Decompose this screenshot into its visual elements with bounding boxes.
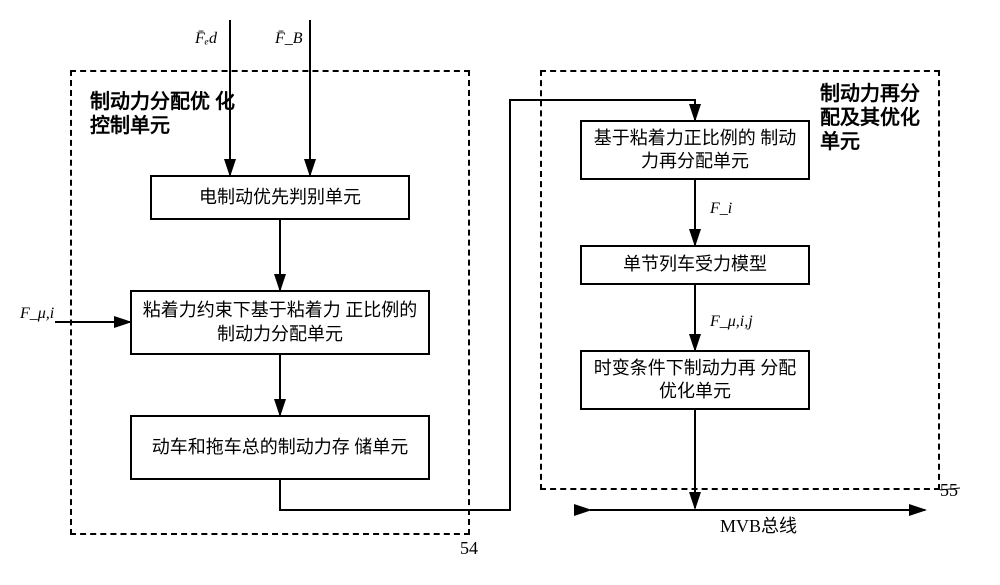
edge-label-fi: F_i xyxy=(710,200,732,218)
edge-label-fuij: F_μ,i,j xyxy=(710,313,753,331)
right-group-title: 制动力再分 配及其优化 单元 xyxy=(820,82,940,154)
input-left-side: F_μ,i xyxy=(20,305,54,323)
left-group-title: 制动力分配优 化控制单元 xyxy=(90,90,240,138)
ref-55: 55 xyxy=(940,480,958,501)
diagram-root: 制动力分配优 化控制单元 电制动优先判别单元 粘着力约束下基于粘着力 正比例的制… xyxy=(20,20,980,575)
input-top-left: F̄ₑd xyxy=(195,30,217,48)
ref-54: 54 xyxy=(460,538,478,559)
mvb-label: MVB总线 xyxy=(720,512,797,538)
right-box-1: 基于粘着力正比例的 制动力再分配单元 xyxy=(580,120,810,180)
input-top-right: F̄_B xyxy=(275,30,303,48)
left-box-1: 电制动优先判别单元 xyxy=(150,175,410,220)
left-box-2: 粘着力约束下基于粘着力 正比例的制动力分配单元 xyxy=(130,290,430,355)
right-box-3: 时变条件下制动力再 分配优化单元 xyxy=(580,350,810,410)
left-box-3: 动车和拖车总的制动力存 储单元 xyxy=(130,415,430,480)
right-box-2: 单节列车受力模型 xyxy=(580,245,810,285)
